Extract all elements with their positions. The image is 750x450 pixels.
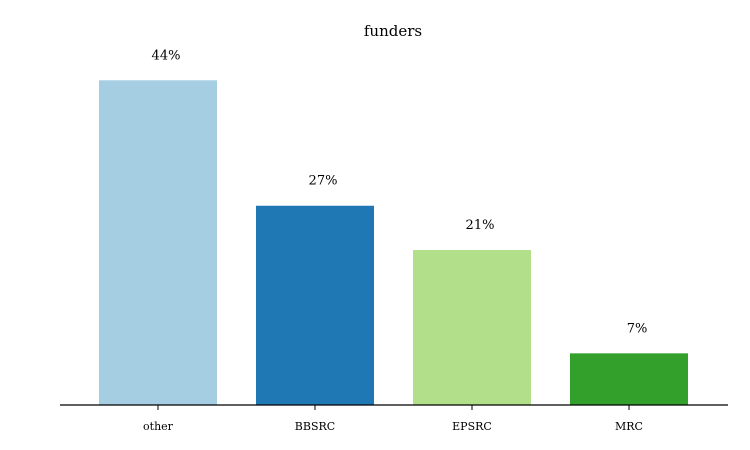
bar-bbsrc [256, 205, 374, 405]
value-label-mrc: 7% [627, 321, 648, 336]
chart-title: funders [364, 22, 422, 40]
value-label-other: 44% [152, 48, 181, 63]
bar-other [99, 80, 217, 405]
value-labels-group: 44% 27% 21% 7% [152, 48, 648, 336]
x-tick-label-bbsrc: BBSRC [295, 420, 335, 433]
bar-mrc [570, 353, 688, 405]
x-tick-label-epsrc: EPSRC [452, 420, 492, 433]
bar-epsrc [413, 250, 531, 405]
x-tick-label-other: other [143, 420, 174, 433]
bars-group [99, 80, 688, 405]
value-label-epsrc: 21% [466, 218, 495, 233]
value-label-bbsrc: 27% [309, 174, 338, 189]
x-ticks-group: other BBSRC EPSRC MRC [143, 405, 643, 433]
x-tick-label-mrc: MRC [615, 420, 643, 433]
